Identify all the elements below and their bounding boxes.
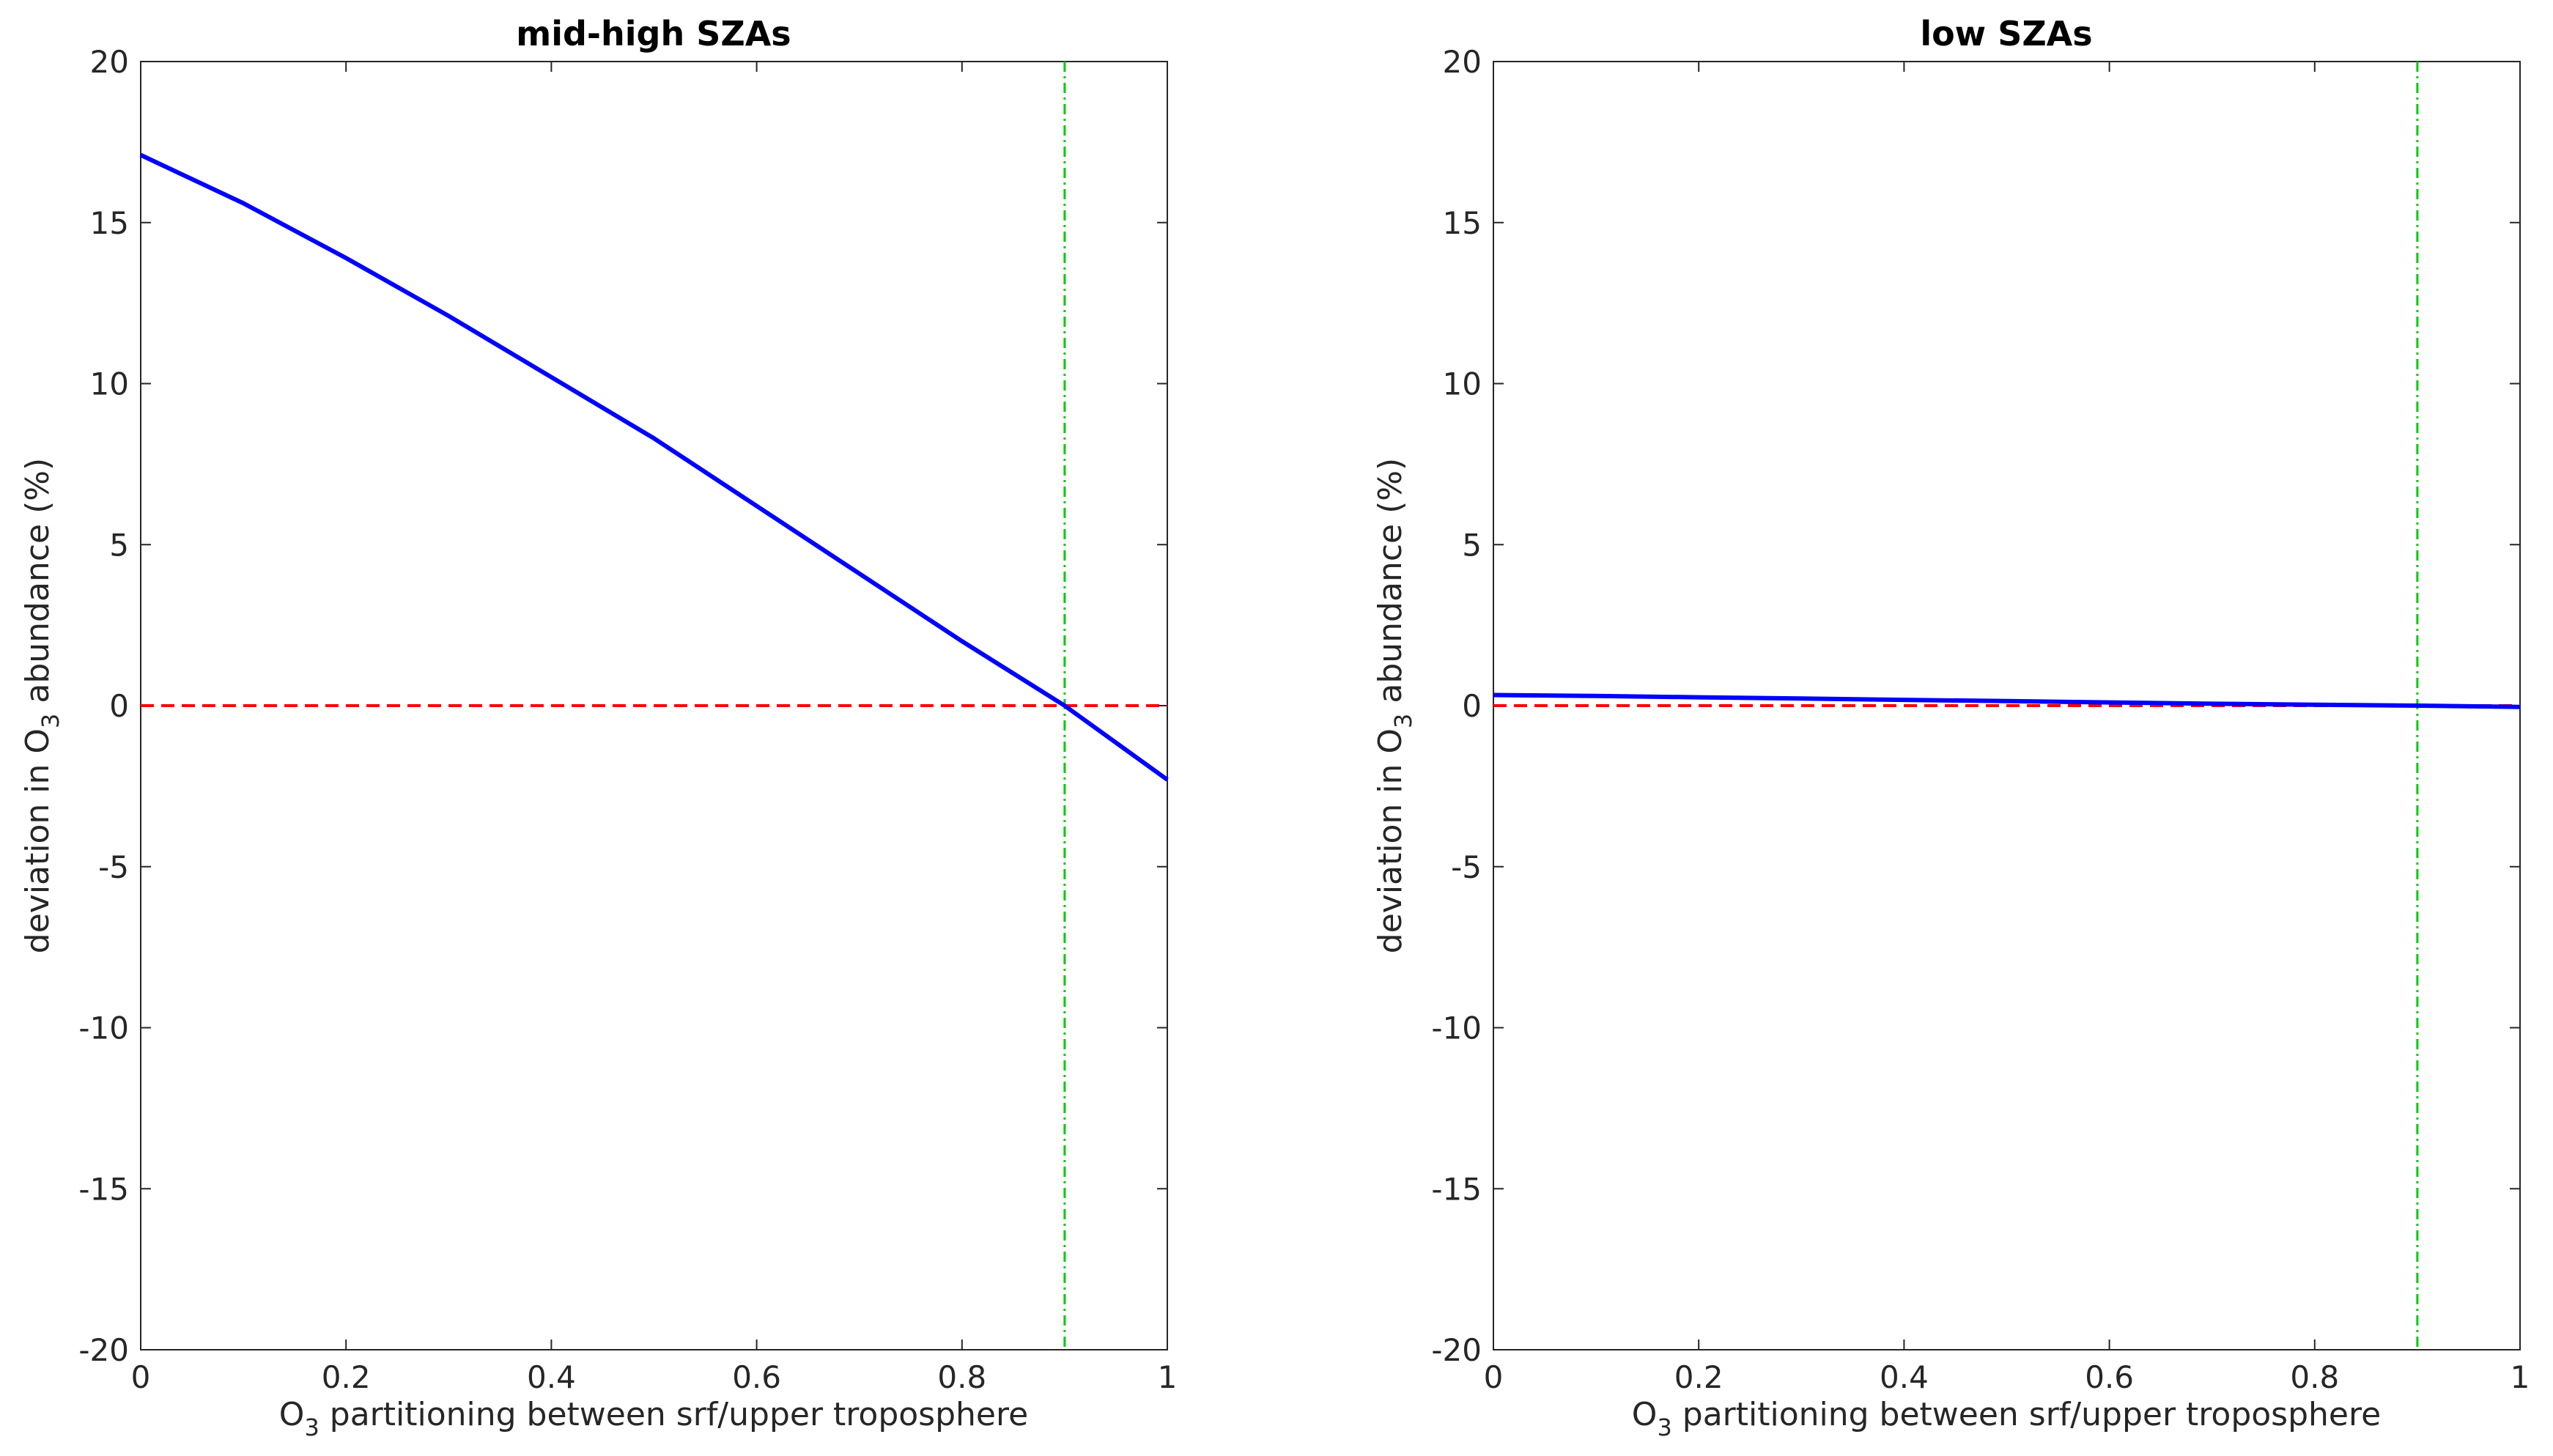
y-axis-label: deviation in O3 abundance (%)	[19, 458, 64, 953]
y-tick-label: 5	[109, 527, 129, 563]
x-axis-label-subscript: 3	[304, 1413, 319, 1441]
x-axis-label: O3 partitioning between srf/upper tropos…	[279, 1396, 1028, 1441]
x-tick-label: 0.2	[1674, 1359, 1723, 1395]
chart-title: low SZAs	[1920, 14, 2092, 53]
y-axis-label-part: abundance (%)	[1372, 458, 1409, 714]
y-axis-label-subscript: 3	[1389, 714, 1417, 728]
y-tick-label: 10	[90, 366, 129, 402]
y-axis-label-subscript: 3	[37, 714, 64, 728]
y-tick-label: -5	[1451, 849, 1482, 885]
x-tick-label: 1	[2510, 1359, 2530, 1395]
y-tick-label: -10	[1431, 1010, 1482, 1046]
x-axis-label-subscript: 3	[1657, 1413, 1671, 1441]
x-axis-label-part: O	[279, 1396, 305, 1433]
y-axis-label-part: abundance (%)	[19, 458, 56, 714]
y-tick-label: 5	[1462, 527, 1482, 563]
series-line	[1493, 692, 2521, 709]
x-tick-label: 0	[131, 1359, 151, 1395]
y-axis-label-part: deviation in O	[1372, 728, 1409, 953]
y-tick-label: -20	[78, 1332, 129, 1368]
chart-panel-mid-high: mid-high SZAs 0 0.2 0.4 0.6 0.8 1-20-15-10-50…	[19, 14, 1177, 1441]
chart-title: mid-high SZAs	[516, 14, 791, 53]
y-axis-label: deviation in O3 abundance (%)	[1372, 458, 1417, 953]
axis-ticks: 0 0.2 0.4 0.6 0.8 1 -20 -15 -10 -5 0 5 10 15 20	[78, 44, 1177, 1395]
y-axis-label-part: deviation in O	[19, 728, 56, 953]
x-tick-label: 0.4	[527, 1359, 576, 1395]
y-tick-label: 20	[1443, 44, 1482, 80]
x-tick-label: 0.8	[937, 1359, 986, 1395]
chart-panel-low: low SZAs 0 0.2 0.4 0.6 0.8 1 -20 -15 -10 -5 0 5 10 15…	[1372, 14, 2530, 1441]
plot-marks	[139, 62, 1169, 1350]
axis-ticks: 0 0.2 0.4 0.6 0.8 1 -20 -15 -10 -5 0 5 10 15 20	[1431, 44, 2530, 1395]
y-tick-label: 10	[1443, 366, 1482, 402]
x-tick-label: 0	[1484, 1359, 1504, 1395]
series-line	[139, 152, 1169, 782]
y-tick-label: 20	[90, 44, 129, 80]
y-tick-label: 15	[1443, 205, 1482, 241]
x-axis-label: O3 partitioning between srf/upper tropos…	[1632, 1396, 2381, 1441]
x-tick-label: 0.6	[2085, 1359, 2134, 1395]
y-tick-label: 0	[109, 688, 129, 724]
y-tick-label: -15	[1431, 1171, 1482, 1207]
x-axis-label-part: partitioning between srf/upper troposphe…	[319, 1396, 1028, 1433]
x-axis-label-part: partitioning between srf/upper troposphe…	[1672, 1396, 2381, 1433]
x-tick-label: 0.8	[2290, 1359, 2339, 1395]
x-tick-label: 0.4	[1880, 1359, 1929, 1395]
y-tick-label: 0	[1462, 688, 1482, 724]
y-tick-label: 15	[90, 205, 129, 241]
y-tick-label: -20	[1431, 1332, 1482, 1368]
y-tick-label: -15	[78, 1171, 129, 1207]
x-tick-label: 0.6	[732, 1359, 781, 1395]
x-tick-label: 0.2	[322, 1359, 371, 1395]
y-tick-label: -10	[78, 1010, 129, 1046]
x-tick-label: 1	[1158, 1359, 1178, 1395]
y-tick-label: -5	[98, 849, 129, 885]
x-axis-label-part: O	[1632, 1396, 1658, 1433]
plot-marks	[1493, 62, 2521, 1350]
